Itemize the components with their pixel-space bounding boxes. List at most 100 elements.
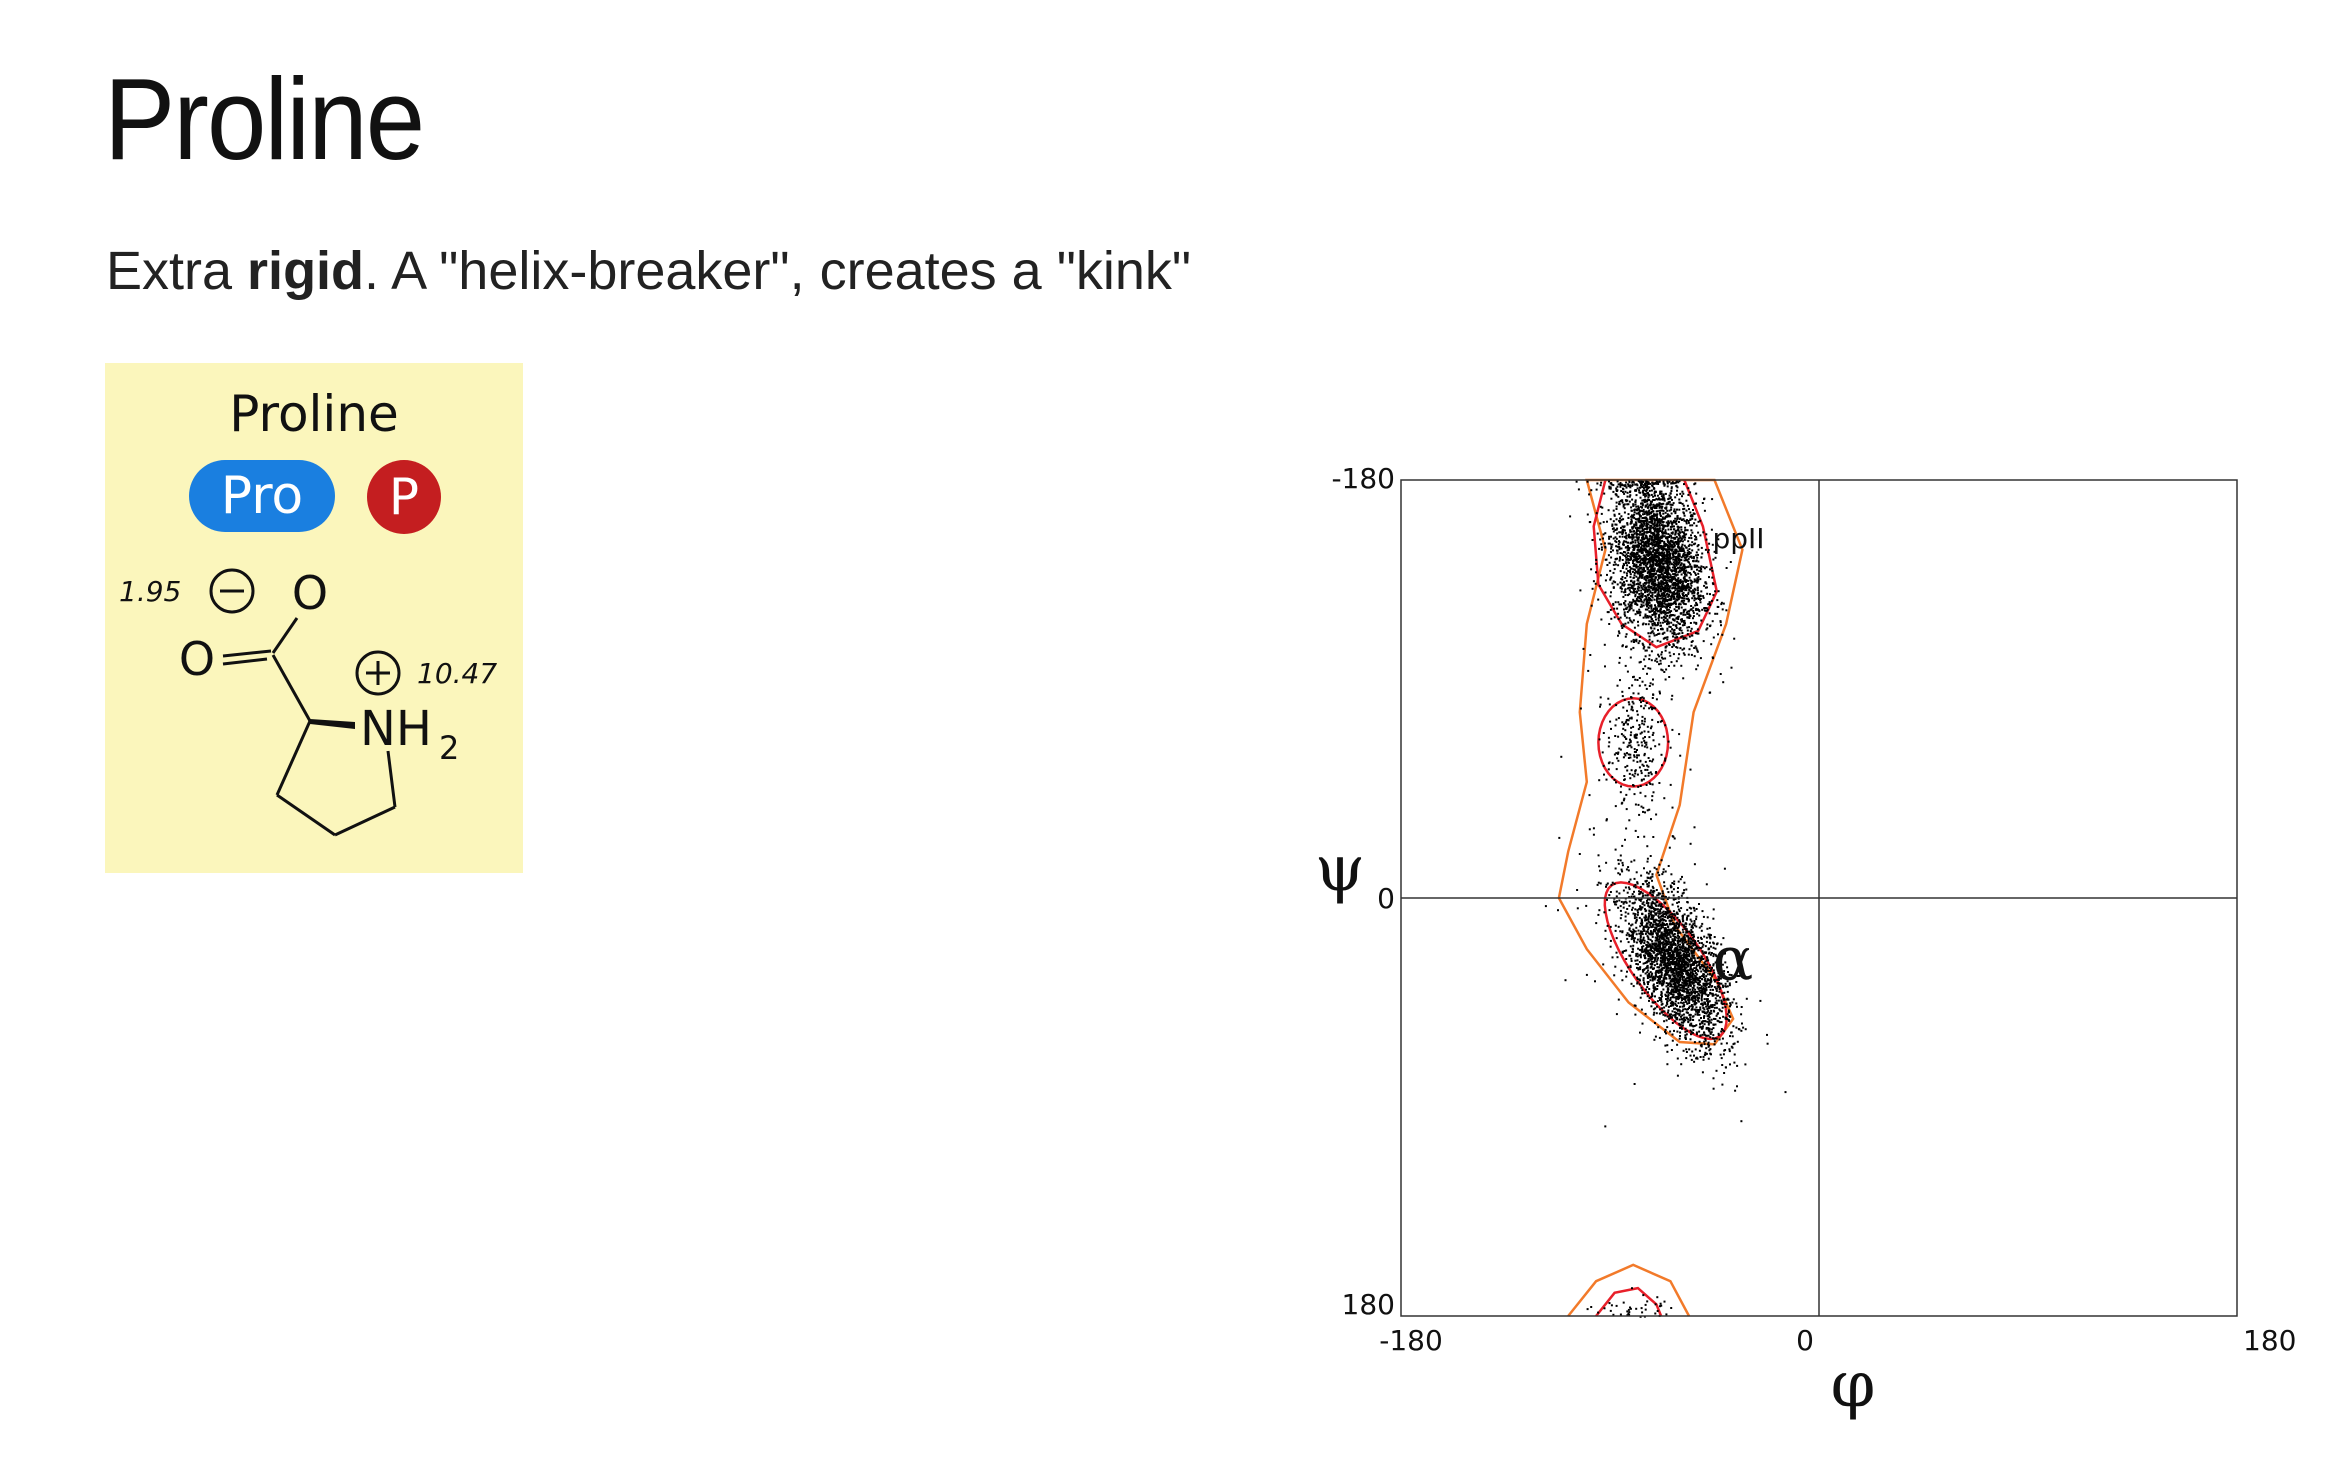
scatter-point: [1614, 529, 1617, 532]
scatter-point: [1612, 571, 1615, 574]
scatter-point: [1645, 525, 1648, 528]
scatter-point: [1704, 945, 1707, 948]
scatter-point: [1660, 498, 1663, 501]
scatter-point: [1663, 1006, 1666, 1009]
scatter-point: [1634, 527, 1637, 529]
scatter-point: [1632, 609, 1635, 612]
scatter-point: [1641, 536, 1644, 539]
scatter-point: [1605, 558, 1608, 561]
scatter-point: [1646, 944, 1649, 947]
scatter-point: [1634, 602, 1637, 605]
scatter-point: [1642, 499, 1645, 502]
scatter-point: [1606, 564, 1609, 566]
scatter-point: [1677, 905, 1680, 908]
scatter-point: [1627, 551, 1630, 554]
scatter-point: [1688, 1002, 1691, 1004]
scatter-point: [1652, 1008, 1655, 1011]
scatter-point: [1636, 590, 1638, 593]
scatter-point: [1716, 978, 1719, 981]
scatter-point: [1698, 1040, 1701, 1043]
scatter-point: [1609, 518, 1612, 521]
scatter-point: [1685, 579, 1688, 582]
scatter-point: [1679, 940, 1682, 943]
scatter-point: [1648, 596, 1650, 599]
scatter-point: [1662, 632, 1664, 635]
one-letter-code-badge: P: [367, 460, 441, 534]
scatter-point: [1679, 502, 1682, 504]
scatter-point: [1710, 566, 1713, 569]
scatter-point: [1675, 574, 1678, 577]
scatter-point: [1642, 562, 1645, 565]
scatter-point: [1665, 612, 1668, 615]
scatter-point: [1666, 537, 1669, 540]
scatter-point: [1651, 557, 1654, 560]
scatter-point: [1713, 971, 1716, 974]
scatter-point: [1635, 953, 1638, 955]
scatter-point: [1631, 480, 1634, 483]
scatter-point: [1651, 522, 1654, 525]
scatter-point: [1633, 523, 1636, 526]
scatter-point: [1621, 499, 1624, 502]
scatter-point: [1640, 509, 1643, 512]
scatter-point: [1670, 873, 1673, 876]
scatter-point: [1615, 487, 1618, 490]
scatter-point: [1696, 957, 1699, 960]
scatter-point: [1663, 566, 1666, 569]
scatter-point: [1682, 609, 1685, 612]
scatter-point: [1640, 592, 1643, 595]
scatter-point: [1686, 559, 1689, 562]
scatter-point: [1637, 577, 1640, 580]
scatter-point: [1678, 1009, 1681, 1012]
scatter-point: [1703, 1015, 1706, 1017]
scatter-point: [1678, 623, 1681, 625]
scatter-point: [1707, 1015, 1710, 1018]
scatter-point: [1668, 545, 1671, 548]
scatter-point: [1640, 1008, 1643, 1011]
scatter-point: [1699, 578, 1702, 581]
scatter-point: [1673, 564, 1676, 567]
scatter-point: [1685, 522, 1688, 525]
scatter-point: [1679, 550, 1682, 553]
scatter-point: [1606, 611, 1609, 614]
scatter-point: [1631, 498, 1634, 501]
scatter-point: [1675, 627, 1678, 629]
scatter-point: [1668, 550, 1670, 553]
scatter-point: [1713, 1043, 1716, 1046]
scatter-point: [1617, 543, 1620, 546]
scatter-point: [1664, 613, 1667, 616]
scatter-point: [1655, 528, 1657, 531]
scatter-point: [1621, 533, 1624, 535]
scatter-point: [1687, 597, 1690, 600]
scatter-point: [1630, 957, 1633, 960]
scatter-point: [1728, 984, 1731, 987]
scatter-point: [1690, 634, 1693, 637]
scatter-point: [1673, 583, 1676, 586]
scatter-point: [1677, 544, 1680, 547]
scatter-point: [1634, 518, 1637, 521]
scatter-point: [1657, 537, 1660, 540]
scatter-point: [1639, 939, 1642, 942]
scatter-point: [1651, 623, 1654, 625]
scatter-point: [1649, 579, 1652, 582]
scatter-point: [1686, 626, 1689, 629]
scatter-point: [1650, 538, 1653, 541]
scatter-point: [1663, 1010, 1666, 1013]
scatter-point: [1648, 569, 1651, 572]
scatter-point: [1652, 560, 1655, 563]
scatter-point: [1665, 620, 1668, 623]
scatter-point: [1699, 601, 1702, 604]
scatter-point: [1670, 545, 1673, 548]
scatter-point: [1614, 903, 1617, 906]
scatter-point: [1658, 570, 1661, 573]
scatter-point: [1632, 503, 1635, 506]
scatter-point: [1610, 556, 1613, 559]
scatter-point: [1656, 1005, 1658, 1008]
scatter-point: [1694, 604, 1697, 607]
scatter-point: [1636, 913, 1639, 916]
scatter-point: [1616, 900, 1618, 903]
scatter-point: [1677, 937, 1680, 940]
subtitle: Extra rigid. A "helix-breaker", creates …: [106, 240, 1191, 302]
scatter-point: [1654, 556, 1657, 558]
scatter-point: [1640, 586, 1643, 589]
scatter-point: [1604, 937, 1607, 940]
